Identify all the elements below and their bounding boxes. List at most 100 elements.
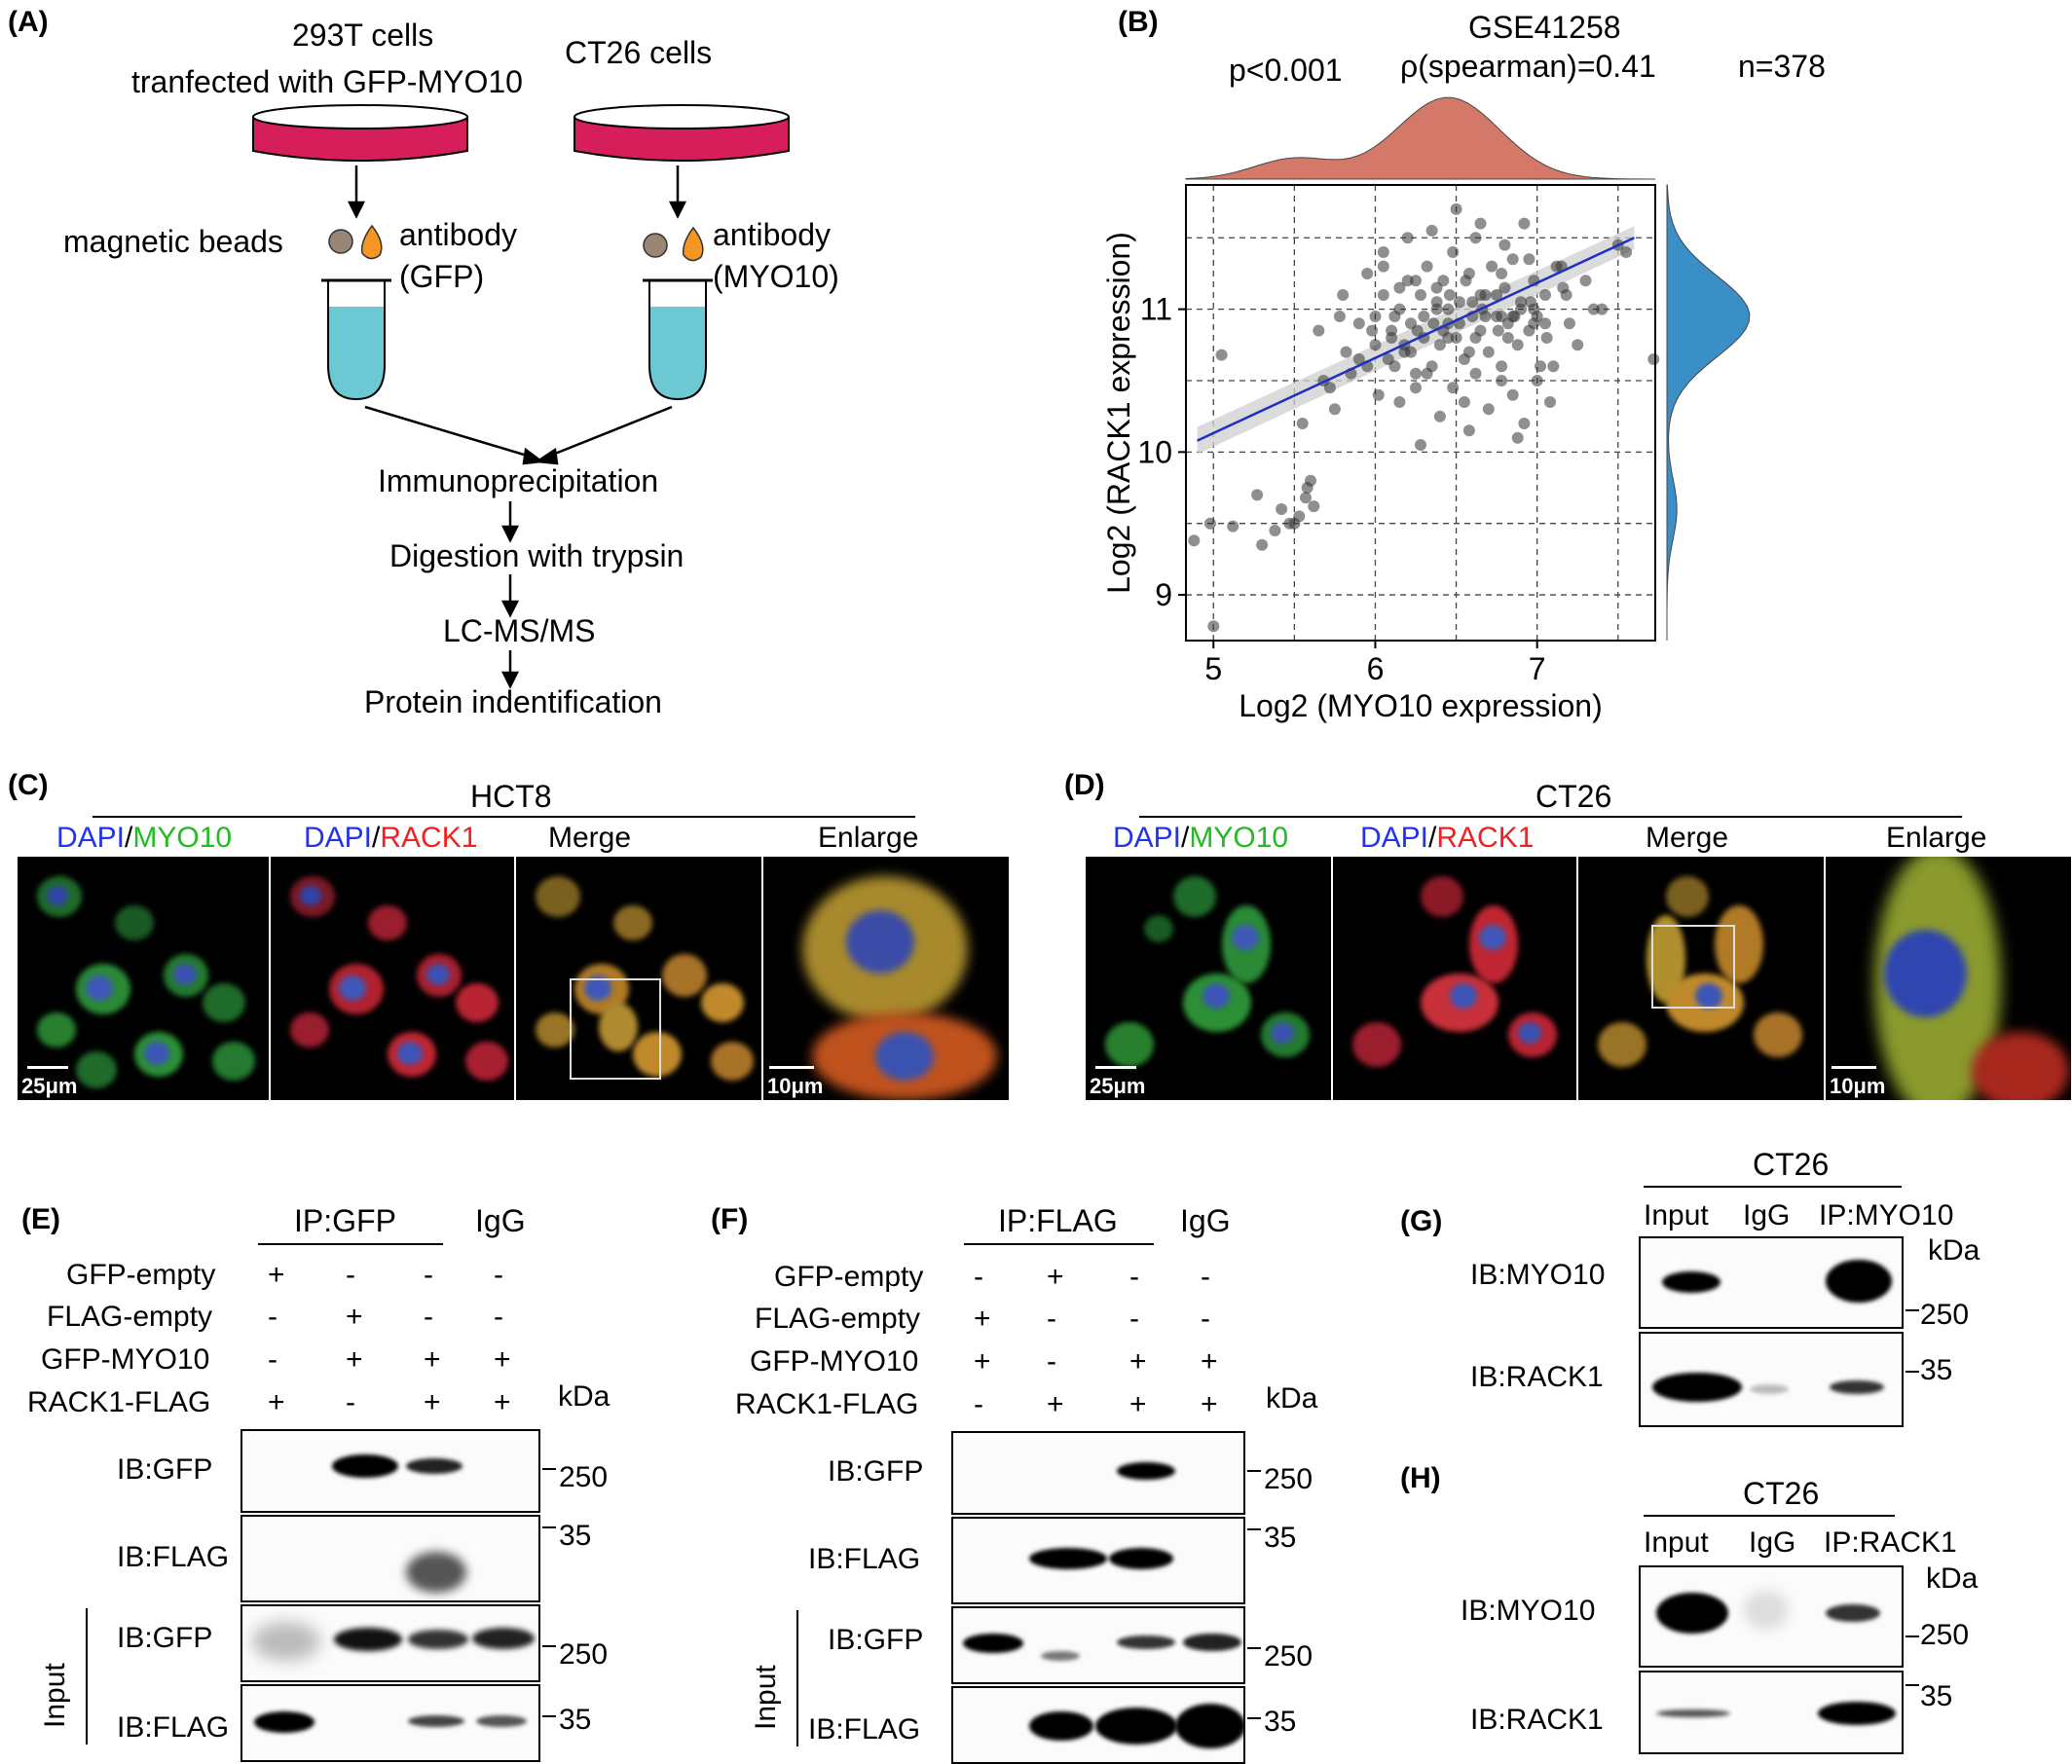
data-point: [1418, 311, 1430, 322]
data-point: [1469, 232, 1482, 244]
data-point: [1386, 324, 1398, 337]
micrograph-ct26-rack1: [1333, 857, 1576, 1100]
sign: -: [268, 1343, 278, 1376]
data-point: [1443, 289, 1456, 301]
data-point: [1587, 303, 1600, 315]
data-point: [1411, 324, 1424, 337]
bead-left: [328, 229, 353, 254]
channel-label-d1: DAPI/MYO10: [1113, 822, 1289, 854]
data-point: [1547, 360, 1560, 373]
data-point: [1506, 311, 1519, 322]
blot-f-ip-gfp: [951, 1431, 1245, 1515]
marker-e2: 35: [559, 1520, 592, 1552]
blot-h-rack1: [1639, 1671, 1904, 1754]
data-point: [1511, 431, 1524, 444]
sign: -: [1047, 1345, 1056, 1378]
data-point: [1269, 525, 1281, 536]
tube-right: [643, 278, 713, 401]
blot-label-f3: IB:GFP: [828, 1624, 924, 1656]
blot-e-input-flag: [240, 1684, 540, 1762]
data-point: [1276, 503, 1288, 515]
sign: -: [346, 1386, 355, 1418]
marker-e3: 250: [559, 1638, 609, 1671]
marginal-density-y: [1666, 184, 1751, 641]
data-point: [1511, 339, 1524, 351]
data-point: [1535, 360, 1546, 373]
data-point: [1300, 492, 1312, 504]
data-point: [1415, 289, 1426, 301]
left-title-line1: 293T cells: [292, 18, 434, 53]
panel-f-label: (F): [711, 1203, 749, 1235]
blot-label-e3: IB:GFP: [117, 1622, 213, 1654]
sign: -: [974, 1261, 983, 1293]
micrograph-hct8-merge: [516, 857, 761, 1100]
row-label-f1: GFP-empty: [774, 1261, 924, 1293]
micrograph-hct8-rack1: [271, 857, 514, 1100]
data-point: [1352, 353, 1365, 365]
channel-label-c4: Enlarge: [818, 822, 919, 854]
data-point: [1293, 510, 1306, 523]
tube-left: [321, 278, 391, 401]
marker-e4: 35: [559, 1704, 592, 1736]
data-point: [1528, 317, 1540, 330]
data-point: [1506, 253, 1519, 266]
data-point: [1415, 439, 1426, 451]
y-axis-label: Log2 (RACK1 expression): [1101, 232, 1136, 594]
blot-e-input-gfp: [240, 1604, 540, 1682]
blot-label-e1: IB:GFP: [117, 1453, 213, 1486]
lane-g3: IP:MYO10: [1819, 1199, 1954, 1231]
data-point: [1450, 332, 1462, 344]
data-point: [1496, 311, 1508, 322]
data-point: [1377, 289, 1389, 301]
sign: -: [346, 1259, 355, 1291]
sign: -: [494, 1259, 503, 1291]
blot-label-g2: IB:RACK1: [1470, 1361, 1604, 1393]
input-label-f: Input: [750, 1665, 782, 1730]
blot-label-f1: IB:GFP: [828, 1455, 924, 1488]
ip-gfp-header: IP:GFP: [294, 1203, 396, 1238]
panel-e-label: (E): [21, 1203, 60, 1235]
data-point: [1491, 289, 1503, 301]
data-point: [1482, 346, 1495, 358]
scatter-plot: 5 6 7 9 10 11 Log2 (MYO10 expression) Log2 (RAC…: [1101, 96, 1751, 723]
data-point: [1296, 418, 1309, 429]
igg-header-e: IgG: [475, 1203, 526, 1238]
marginal-density-x: [1185, 96, 1655, 180]
scale-label-c2: 10μm: [767, 1074, 824, 1098]
ip-flag-header: IP:FLAG: [998, 1203, 1118, 1238]
data-point: [1501, 332, 1514, 344]
data-point: [1340, 346, 1352, 358]
row-label-e1: GFP-empty: [66, 1259, 216, 1291]
channel-label-d3: Merge: [1646, 822, 1729, 854]
step-protein-identification: Protein indentification: [364, 684, 662, 719]
data-point: [1256, 538, 1269, 551]
sign: +: [346, 1343, 363, 1376]
x-tick-label: 6: [1367, 651, 1385, 686]
data-point: [1328, 403, 1341, 416]
data-point: [1482, 403, 1495, 416]
data-point: [1410, 382, 1422, 394]
lane-g1: Input: [1644, 1199, 1709, 1231]
antibody-right: [682, 226, 704, 262]
sign: -: [1201, 1261, 1210, 1293]
blot-g-rack1: [1639, 1332, 1904, 1427]
data-point: [1308, 500, 1320, 513]
kda-label-f: kDa: [1266, 1382, 1318, 1415]
blot-f-input-gfp: [951, 1606, 1245, 1684]
data-point: [1596, 303, 1609, 315]
data-point: [1539, 317, 1551, 330]
data-point: [1496, 375, 1508, 386]
data-point: [1462, 346, 1475, 358]
lane-h2: IgG: [1749, 1526, 1796, 1559]
sign: +: [494, 1386, 511, 1418]
data-point: [1207, 620, 1220, 633]
blot-label-e4: IB:FLAG: [117, 1711, 230, 1744]
row-label-e3: GFP-MYO10: [41, 1343, 210, 1376]
spearman-rho: ρ(spearman)=0.41: [1400, 49, 1656, 84]
data-point: [1377, 246, 1389, 258]
sign: +: [1129, 1388, 1147, 1420]
scale-label-c1: 25μm: [21, 1074, 78, 1098]
data-point: [1560, 289, 1572, 301]
sign: +: [1201, 1388, 1218, 1420]
data-point: [1388, 311, 1401, 322]
